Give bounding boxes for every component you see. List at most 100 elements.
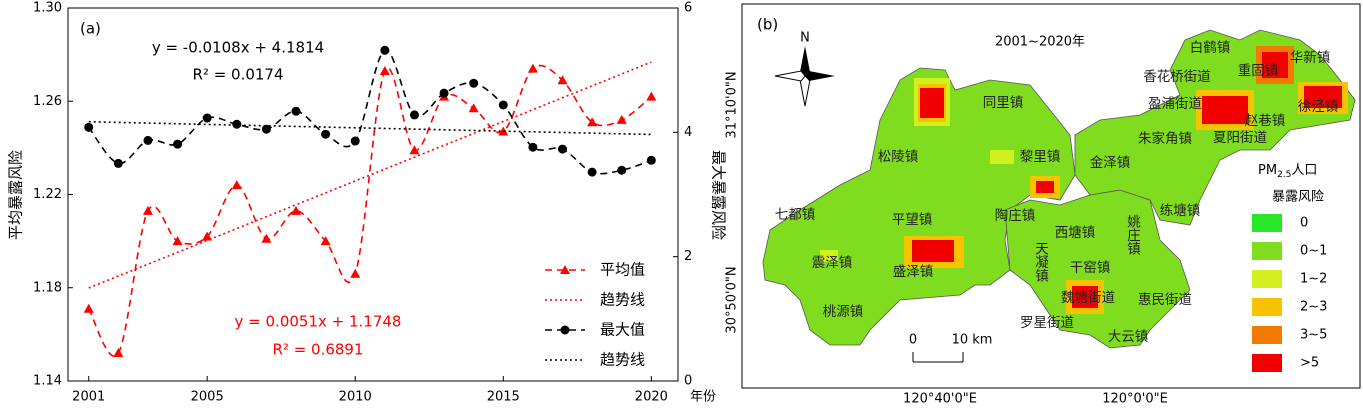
marker <box>409 110 419 120</box>
legend-swatch <box>1252 270 1282 288</box>
town-label: 惠民街道 <box>1138 292 1192 308</box>
y2-tick-label: 6 <box>684 1 692 16</box>
equation: y = -0.0108x + 4.1814 <box>152 39 324 57</box>
marker <box>291 106 301 116</box>
marker <box>231 180 242 190</box>
town-label: 黎里镇 <box>1020 149 1061 165</box>
marker <box>173 139 183 149</box>
lon-label: 120°40'0"E <box>903 392 977 407</box>
marker <box>350 268 361 278</box>
legend-label: 0 <box>1300 216 1308 231</box>
town-label: 陶庄镇 <box>995 207 1036 224</box>
scale-label: 0 <box>909 333 917 348</box>
x-tick-label: 2020 <box>635 390 668 405</box>
marker <box>527 63 538 73</box>
marker <box>113 348 124 358</box>
legend-label: 趋势线 <box>600 291 645 309</box>
lat-label: 31°10'0"N <box>725 71 740 138</box>
marker <box>558 144 568 154</box>
town-label: 练塘镇 <box>1160 203 1201 219</box>
marker <box>84 122 94 132</box>
marker <box>113 158 123 168</box>
x-axis-label: 年份 <box>690 390 716 405</box>
series-line <box>88 49 652 175</box>
town-label: 松陵镇 <box>878 149 919 165</box>
legend-label: 2~3 <box>1300 300 1327 315</box>
marker <box>202 113 212 123</box>
town-label: 七都镇 <box>775 207 816 223</box>
marker <box>617 165 627 175</box>
marker <box>379 65 390 75</box>
marker <box>469 78 479 88</box>
town-label: 朱家角镇 <box>1138 130 1192 147</box>
panel-label: (a) <box>80 20 101 38</box>
y-tick-label: 1.30 <box>33 1 62 16</box>
marker <box>616 114 627 124</box>
series-line <box>88 64 652 357</box>
marker <box>528 142 538 152</box>
equation: y = 0.0051x + 1.1748 <box>235 313 402 331</box>
legend-title-part: PM <box>1258 163 1277 178</box>
town-label: 香花桥街道 <box>1143 69 1211 85</box>
legend-label: 趋势线 <box>600 351 645 369</box>
marker <box>172 236 183 246</box>
marker <box>587 117 598 127</box>
marker <box>350 136 360 146</box>
map-panel: N (b) 2001~2020年 0 10 km 120°40'0"E 120°… <box>725 3 1361 407</box>
legend-label: >5 <box>1300 356 1319 371</box>
town-label: 桃源镇 <box>823 304 864 320</box>
marker <box>83 303 94 313</box>
compass <box>774 46 835 107</box>
r-squared: R² = 0.0174 <box>192 66 283 84</box>
marker <box>498 100 508 110</box>
y2-tick-label: 4 <box>684 125 692 140</box>
marker <box>261 233 272 243</box>
town-label: 夏阳街道 <box>1213 130 1267 146</box>
hotspots <box>820 46 1348 314</box>
legend-title: 暴露风险 <box>1272 190 1324 205</box>
marker <box>557 75 568 85</box>
marker <box>291 205 302 215</box>
town-label: 重固镇 <box>1238 63 1279 79</box>
town-label: 平望镇 <box>892 212 933 228</box>
town-label: 西塘镇 <box>1055 225 1096 241</box>
marker <box>409 145 420 155</box>
marker <box>646 155 656 165</box>
scale-label: 10 km <box>952 333 993 348</box>
marker <box>468 103 479 113</box>
y-tick-label: 1.14 <box>33 374 62 389</box>
series-line <box>88 120 652 136</box>
legend-swatch <box>1252 326 1282 344</box>
lon-label: 120°0'0"E <box>1102 392 1168 407</box>
town-label: 大云镇 <box>1108 329 1149 345</box>
legend-title-part: 人口 <box>1291 163 1317 178</box>
town-label: 同里镇 <box>983 95 1024 111</box>
y-axis-label: 平均暴露风险 <box>7 150 25 240</box>
map-title: 2001~2020年 <box>995 35 1085 50</box>
x-tick-label: 2001 <box>72 390 105 405</box>
legend-label: 最大值 <box>600 321 645 339</box>
town-label: 魏塘街道 <box>1061 290 1115 306</box>
legend-swatch <box>1252 214 1282 232</box>
town-label: 华新镇 <box>1290 50 1331 66</box>
town-label: 赵巷镇 <box>1245 113 1286 129</box>
legend-label: 1~2 <box>1300 272 1327 287</box>
town-label: 天凝镇 <box>1032 242 1049 283</box>
marker <box>202 231 213 241</box>
north-label: N <box>800 31 810 46</box>
legend-label: 3~5 <box>1300 328 1327 343</box>
panel-label: (b) <box>757 16 778 34</box>
legend-swatch <box>1252 354 1282 372</box>
town-label: 震泽镇 <box>812 255 853 271</box>
series-line <box>88 61 652 289</box>
town-label: 姚庄镇 <box>1124 215 1141 256</box>
legend-swatch <box>1252 242 1282 260</box>
y-tick-label: 1.22 <box>33 187 62 202</box>
marker <box>560 265 570 274</box>
town-label: 盈浦街道 <box>1148 96 1202 112</box>
marker <box>320 236 331 246</box>
x-tick-label: 2005 <box>191 390 224 405</box>
town-label: 徐泾镇 <box>1298 99 1339 115</box>
marker <box>142 205 153 215</box>
